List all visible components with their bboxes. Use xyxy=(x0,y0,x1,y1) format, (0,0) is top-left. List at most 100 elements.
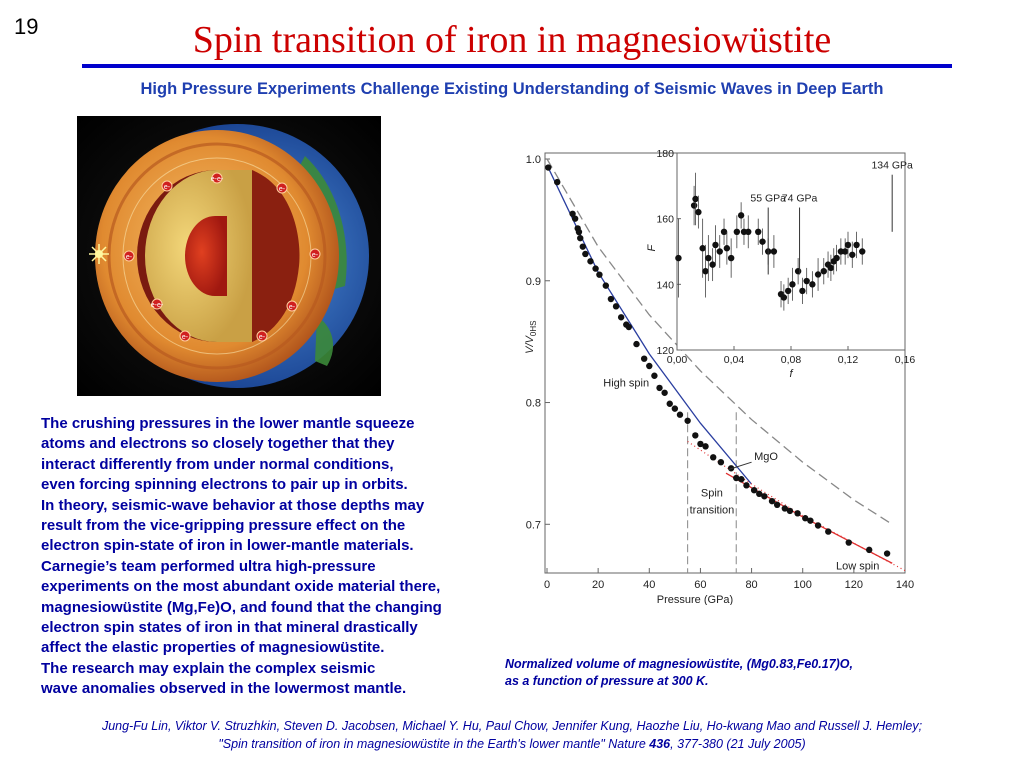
body-line: wave anomalies observed in the lowermost… xyxy=(41,680,407,698)
inset-data-point xyxy=(814,271,822,278)
caption-line: Normalized volume of magnesiowüstite, (M… xyxy=(505,657,853,671)
volume-pressure-chart: 0 20 40 60 80 100 120 140 0.7 0.8 0.9 1.0 Pressure (… xyxy=(524,148,915,605)
inset-data-point xyxy=(737,212,745,219)
body-line: interact differently from under normal c… xyxy=(41,455,394,473)
inset-data-point xyxy=(699,245,706,252)
inner-core-layer xyxy=(185,216,227,296)
inset-data-point xyxy=(794,268,802,275)
data-point xyxy=(602,282,610,289)
earth-cutaway-image: e-e-e-e-e-e-e-e-e-e-e- xyxy=(77,116,381,396)
title-rule xyxy=(82,64,952,68)
electron-marker xyxy=(123,250,135,262)
figure-caption: Normalized volume of magnesiowüstite, (M… xyxy=(505,656,925,690)
electron-label: e-e- xyxy=(151,302,164,309)
inset-data-point xyxy=(784,287,792,295)
inset-data-point xyxy=(702,268,709,275)
electron-marker xyxy=(151,298,163,310)
data-point xyxy=(617,314,625,321)
inset-data-point xyxy=(770,248,778,255)
body-line: result from the vice-gripping pressure e… xyxy=(41,517,406,535)
x-tick-label: 20 xyxy=(592,579,604,591)
data-point xyxy=(592,265,599,272)
inset-data-point xyxy=(849,251,856,258)
data-point xyxy=(768,497,776,505)
inset-y-tick-label: 120 xyxy=(656,345,674,357)
electron-label: e- xyxy=(126,254,133,261)
slide-subtitle: High Pressure Experiments Challenge Exis… xyxy=(140,80,884,98)
inset-plot: 0,00 0,04 0,08 0,12 0,16 120 140 160 180 f F 55 GPa… xyxy=(646,148,915,380)
electron-marker xyxy=(161,180,173,192)
data-point xyxy=(656,384,663,392)
slide-title: Spin transition of iron in magnesiowüsti… xyxy=(192,19,832,61)
inset-data-point xyxy=(853,241,860,249)
data-point xyxy=(786,507,794,515)
inset-data-point xyxy=(809,281,816,288)
body-line: The research may explain the complex sei… xyxy=(41,659,376,677)
x-tick-label: 80 xyxy=(745,579,757,591)
inset-data-point xyxy=(844,241,852,249)
inset-data-point xyxy=(755,228,762,235)
data-point xyxy=(625,323,633,331)
electron-marker xyxy=(179,330,191,342)
inset-data-point xyxy=(695,208,702,216)
y-tick-label: 0.8 xyxy=(526,398,541,410)
inset-data-point xyxy=(803,277,810,285)
mantle-ring xyxy=(107,142,327,370)
data-point xyxy=(646,362,653,370)
x-axis-label: Pressure (GPa) xyxy=(657,594,733,605)
continent-shape xyxy=(315,316,334,366)
body-line: electron spin-state of iron in lower-man… xyxy=(41,537,414,555)
inset-data-point xyxy=(723,245,731,252)
y-tick-label: 1.0 xyxy=(526,154,541,166)
data-point xyxy=(781,505,789,512)
inset-data-point xyxy=(712,241,719,249)
inset-data-point xyxy=(720,228,728,235)
inset-y-tick-label: 180 xyxy=(656,148,674,160)
mgo-curve xyxy=(546,158,893,525)
electron-label: e- xyxy=(289,304,296,311)
slide-number: 19 xyxy=(14,14,39,39)
inset-annotation: 74 GPa xyxy=(782,193,818,205)
data-point xyxy=(697,440,704,448)
inset-data-point xyxy=(841,248,849,255)
inset-data-point xyxy=(833,254,840,262)
inset-data-point xyxy=(759,238,766,245)
caption-line: as a function of pressure at 300 K. xyxy=(505,674,709,688)
citation-title: "Spin transition of iron in magnesiowüst… xyxy=(218,737,650,751)
inset-y-axis-label: F xyxy=(646,244,658,252)
electron-label: e-e- xyxy=(211,176,224,183)
data-point xyxy=(692,432,699,439)
inset-data-point xyxy=(745,228,752,235)
inset-data-point xyxy=(780,294,788,301)
inset-data-point xyxy=(859,248,866,255)
y-axis-label-subscript: 0HS xyxy=(529,321,538,337)
inset-data-point xyxy=(690,202,698,209)
data-point xyxy=(676,411,684,418)
electron-label: e- xyxy=(259,334,266,341)
body-line: affect the elastic properties of magnesi… xyxy=(41,639,385,657)
body-line: Carnegie’s team performed ultra high-pre… xyxy=(41,557,376,575)
body-line: even forcing spinning electrons to pair … xyxy=(41,476,408,494)
inset-x-tick-label: 0,04 xyxy=(724,354,745,366)
data-point xyxy=(571,215,579,222)
electron-marker xyxy=(256,330,268,342)
x-tick-label: 140 xyxy=(896,579,914,591)
inset-data-point xyxy=(716,248,723,255)
electron-label: e- xyxy=(182,334,189,341)
citation-volume: 436 xyxy=(649,737,671,751)
inset-data-point xyxy=(827,264,835,272)
annotation-low-spin: Low spin xyxy=(836,560,879,572)
body-line: atoms and electrons so closely together … xyxy=(41,435,395,453)
citation-authors: Jung-Fu Lin, Viktor V. Struzhkin, Steven… xyxy=(101,719,923,733)
inset-frame xyxy=(676,152,906,351)
data-point xyxy=(802,515,809,522)
inset-x-tick-label: 0,12 xyxy=(838,354,859,366)
electron-marker xyxy=(309,248,321,260)
data-point xyxy=(738,476,745,483)
body-line: electron spin states of iron in that min… xyxy=(41,619,418,637)
data-point xyxy=(717,458,725,466)
inset-annotation: 134 GPa xyxy=(871,160,913,172)
inset-x-tick-label: 0,16 xyxy=(895,354,915,366)
inset-x-tick-label: 0,00 xyxy=(667,354,688,366)
body-line: magnesiowüstite (Mg,Fe)O, and found that… xyxy=(41,598,442,616)
